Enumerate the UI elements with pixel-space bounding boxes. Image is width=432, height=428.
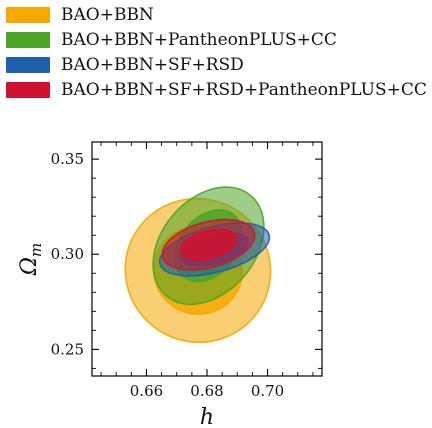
x-tick-label: 0.70 [251,382,284,400]
x-tick-label: 0.66 [130,382,163,400]
legend-swatch [6,57,50,73]
legend-label: BAO+BBN+SF+RSD+PantheonPLUS+CC [61,80,427,100]
x-axis-label: h [200,405,214,428]
y-tick-label: 0.25 [51,340,84,358]
y-axis-label-main: Ω [17,257,42,276]
legend-swatch [6,7,50,23]
y-axis-label: Ωm [17,243,45,276]
y-axis-label-sub: m [27,243,45,257]
legend-label: BAO+BBN+SF+RSD [61,55,244,75]
legend-swatch [6,82,50,98]
legend-swatch [6,32,50,48]
x-tick-label: 0.68 [190,382,223,400]
tick-layer: 0.66 0.68 0.70 0.25 0.30 0.35 [51,142,322,400]
contour-1sigma [179,228,238,261]
y-tick-label: 0.35 [51,150,84,168]
contour-layer [124,186,272,344]
legend-label: BAO+BBN [61,5,154,25]
legend-label: BAO+BBN+PantheonPLUS+CC [61,30,337,50]
y-tick-label: 0.30 [51,245,84,263]
